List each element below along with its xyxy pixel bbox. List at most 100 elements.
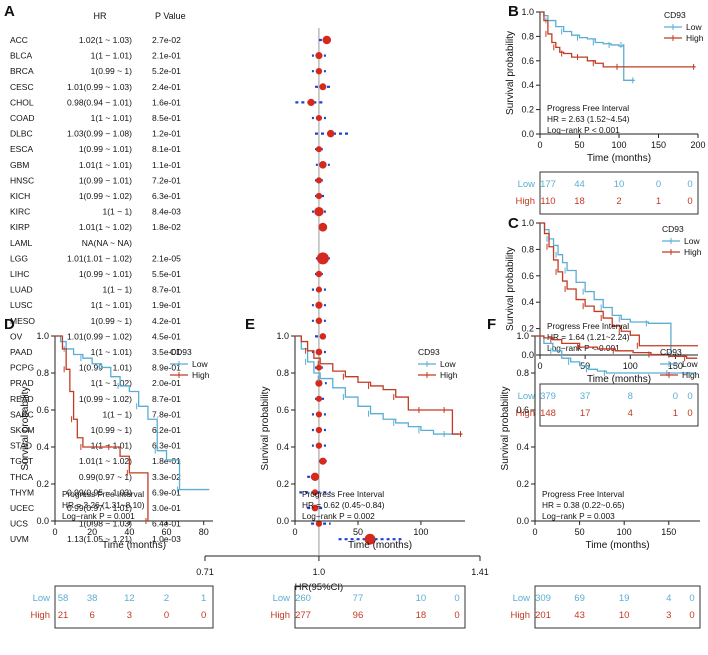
km-x-label: Time (months) <box>587 153 651 164</box>
km-legend-title: CD93 <box>170 347 192 357</box>
forest-point <box>310 472 320 481</box>
km-risk-count: 0 <box>687 391 692 402</box>
forest-point <box>315 364 322 371</box>
forest-x-label: HR(95%CI) <box>295 582 344 593</box>
forest-row-label: OV <box>10 331 23 341</box>
km-annotation: HR = 0.62 (0.45~0.84) <box>302 500 385 510</box>
km-y-tick-label: 0.8 <box>276 368 289 378</box>
km-x-tick-label: 80 <box>199 527 209 537</box>
forest-row-label: UCEC <box>10 503 34 513</box>
forest-row-label: KIRP <box>10 222 30 232</box>
km-risk-count: 18 <box>416 610 427 621</box>
forest-row-hr: 1.01(1 ~ 1.02) <box>79 222 132 232</box>
forest-row-p: 7.8e-01 <box>152 409 181 419</box>
km-curve-low <box>295 335 459 435</box>
forest-row-hr: 1(1 ~ 1.01) <box>91 113 133 123</box>
forest-row-hr: 1(0.99 ~ 1.02) <box>79 191 132 201</box>
forest-row-label: READ <box>10 394 34 404</box>
km-annotation: Log−rank P < 0.001 <box>547 125 620 135</box>
km-risk-count: 0 <box>201 610 206 621</box>
km-risk-table-box <box>539 171 699 215</box>
forest-row-p: 6.9e-01 <box>152 487 181 497</box>
km-x-tick-label: 0 <box>52 527 57 537</box>
km-legend-label: Low <box>682 359 698 369</box>
forest-row-hr: 1(1 ~ 1.01) <box>91 51 133 61</box>
forest-row-label: BLCA <box>10 51 33 61</box>
forest-row-hr: 1.03(0.99 ~ 1.08) <box>67 129 132 139</box>
forest-row-p: 3.3e-02 <box>152 472 181 482</box>
km-y-tick-label: 0.8 <box>521 31 534 41</box>
km-risk-table-box <box>534 585 701 629</box>
km-risk-row-label: High <box>515 408 535 419</box>
km-annotation: Progress Free Interval <box>547 103 629 113</box>
forest-row-hr: 1(1 ~ 1) <box>102 207 132 217</box>
km-annotation: Progress Free Interval <box>62 489 144 499</box>
forest-row-p: 7.2e-01 <box>152 175 181 185</box>
forest-row-label: PCPG <box>10 363 34 373</box>
km-legend-label: High <box>682 370 700 380</box>
forest-point <box>315 442 323 449</box>
forest-row-p: 6.3e-01 <box>152 441 181 451</box>
km-y-tick-label: 0.6 <box>36 405 49 415</box>
forest-row-hr: 1(0.99 ~ 1) <box>91 425 133 435</box>
forest-row-label: SKCM <box>10 425 35 435</box>
km-x-label: Time (months) <box>348 540 412 551</box>
km-x-tick-label: 100 <box>611 140 626 150</box>
km-x-tick-label: 50 <box>574 140 584 150</box>
km-x-tick-label: 0 <box>537 361 542 371</box>
forest-row-label: STAD <box>10 441 32 451</box>
km-y-tick-label: 0.8 <box>36 368 49 378</box>
forest-row-label: THCA <box>10 472 33 482</box>
forest-point <box>315 301 323 309</box>
km-y-tick-label: 0.4 <box>276 442 289 452</box>
km-legend-label: High <box>686 33 704 43</box>
forest-row-p: 8.7e-01 <box>152 394 181 404</box>
km-curve-high <box>295 335 463 435</box>
km-risk-row-label: High <box>270 610 290 621</box>
forest-point <box>322 35 332 45</box>
km-legend-label: Low <box>192 359 208 369</box>
km-risk-count: 6 <box>90 610 95 621</box>
km-risk-count: 0 <box>164 610 169 621</box>
km-risk-row-label: High <box>510 610 530 621</box>
km-risk-count: 17 <box>580 408 591 419</box>
forest-point <box>311 504 319 512</box>
km-annotation: Log−rank P = 0.003 <box>542 511 615 521</box>
km-risk-count: 43 <box>574 610 585 621</box>
forest-row-p: 5.2e-01 <box>152 66 181 76</box>
km-risk-count: 3 <box>127 610 132 621</box>
km-annotation: Log−rank P = 0.001 <box>62 511 135 521</box>
forest-point <box>315 379 323 387</box>
forest-row-p: 2.0e-01 <box>152 378 181 388</box>
km-risk-row-label: Low <box>273 593 291 604</box>
km-risk-count: 0 <box>656 179 661 190</box>
forest-row-p: 1.0e-03 <box>152 534 181 544</box>
forest-point <box>311 489 319 496</box>
km-y-tick-label: 1.0 <box>516 331 529 341</box>
km-risk-count: 0 <box>689 593 694 604</box>
km-annotation: Log−rank P = 0.002 <box>302 511 375 521</box>
km-x-tick-label: 60 <box>162 527 172 537</box>
km-risk-count: 0 <box>689 610 694 621</box>
km-risk-count: 177 <box>540 179 556 190</box>
panel-label-D: D <box>4 316 15 333</box>
forest-row-hr: 1(1 ~ 1.02) <box>91 378 133 388</box>
km-y-label: Survival probability <box>505 31 516 115</box>
forest-row-hr: 1(1 ~ 1.01) <box>91 441 133 451</box>
km-annotation: Progress Free Interval <box>302 489 384 499</box>
forest-row-label: CESC <box>10 82 34 92</box>
km-y-tick-label: 0.0 <box>276 516 289 526</box>
forest-row-p: 1.2e-01 <box>152 129 181 139</box>
forest-row-label: UVM <box>10 534 29 544</box>
km-x-tick-label: 40 <box>124 527 134 537</box>
km-legend-title: CD93 <box>418 347 440 357</box>
forest-row-label: COAD <box>10 113 35 123</box>
forest-row-p: 5.5e-01 <box>152 269 181 279</box>
forest-row-label: DLBC <box>10 129 33 139</box>
km-risk-count: 38 <box>87 593 98 604</box>
forest-row-label: ACC <box>10 35 28 45</box>
forest-row-hr: 1.01(1 ~ 1.02) <box>79 456 132 466</box>
